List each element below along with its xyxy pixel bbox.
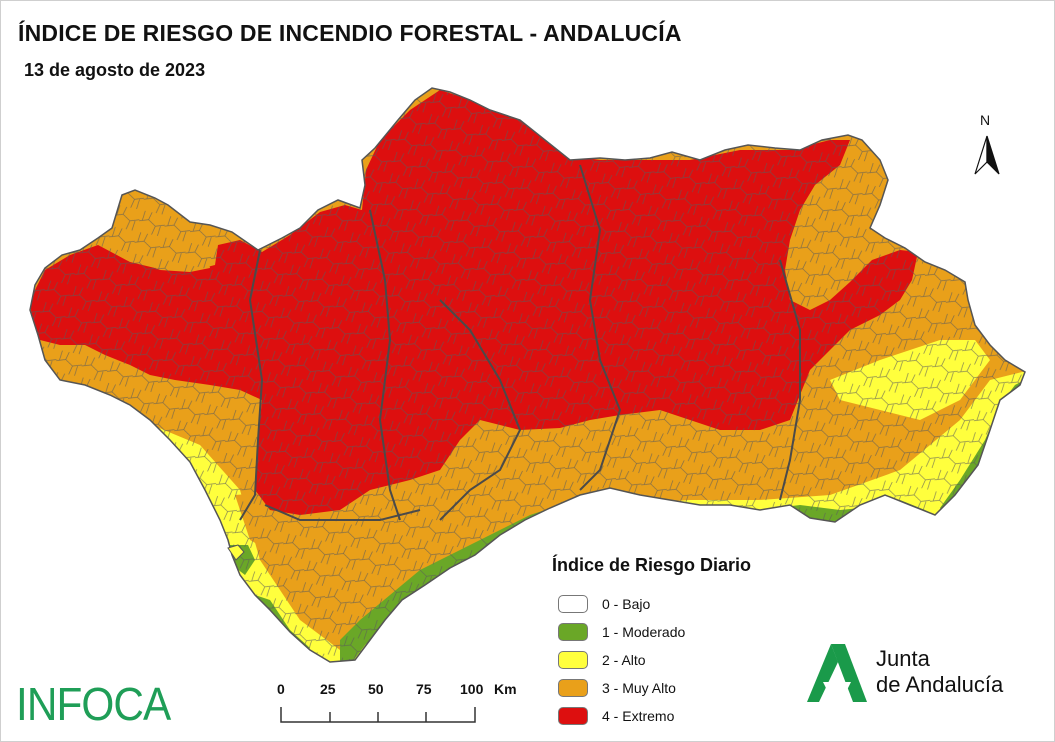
junta-logo-text: Junta de Andalucía bbox=[876, 646, 1003, 698]
legend-label: 1 - Moderado bbox=[602, 624, 686, 640]
junta-line2: de Andalucía bbox=[876, 672, 1004, 697]
map-date: 13 de agosto de 2023 bbox=[24, 60, 206, 80]
legend-swatch-alto bbox=[558, 651, 588, 669]
scale-tick: 50 bbox=[368, 681, 384, 697]
north-label: N bbox=[980, 112, 991, 128]
scale-tick: 25 bbox=[320, 681, 336, 697]
north-arrow: N bbox=[970, 112, 1006, 176]
scale-tick: 75 bbox=[416, 681, 432, 697]
legend-item-alto: 2 - Alto bbox=[552, 646, 751, 674]
scale-bar: 0 25 50 75 100 Km bbox=[270, 681, 517, 725]
legend-label: 0 - Bajo bbox=[602, 596, 651, 612]
legend-item-moderado: 1 - Moderado bbox=[552, 618, 751, 646]
legend: Índice de Riesgo Diario 0 - Bajo 1 - Mod… bbox=[552, 555, 751, 730]
legend-item-bajo: 0 - Bajo bbox=[552, 590, 751, 618]
north-arrow-icon bbox=[974, 135, 1000, 175]
legend-item-muy-alto: 3 - Muy Alto bbox=[552, 674, 751, 702]
scale-unit: Km bbox=[494, 681, 517, 697]
junta-line1: Junta bbox=[876, 646, 930, 671]
legend-label: 4 - Extremo bbox=[602, 708, 675, 724]
junta-de-andalucia-logo-icon bbox=[807, 644, 867, 702]
legend-title: Índice de Riesgo Diario bbox=[552, 555, 752, 575]
legend-label: 2 - Alto bbox=[602, 652, 646, 668]
map-title: ÍNDICE DE RIESGO DE INCENDIO FORESTAL - … bbox=[18, 20, 682, 46]
legend-swatch-bajo bbox=[558, 595, 588, 613]
scale-bar-line bbox=[280, 707, 476, 723]
legend-swatch-extremo bbox=[558, 707, 588, 725]
legend-item-extremo: 4 - Extremo bbox=[552, 702, 751, 730]
scale-tick: 0 bbox=[277, 681, 285, 697]
legend-label: 3 - Muy Alto bbox=[602, 680, 676, 696]
infoca-logo: INFOCA bbox=[16, 678, 171, 730]
legend-swatch-muy-alto bbox=[558, 679, 588, 697]
scale-tick: 100 bbox=[460, 681, 484, 697]
legend-swatch-moderado bbox=[558, 623, 588, 641]
